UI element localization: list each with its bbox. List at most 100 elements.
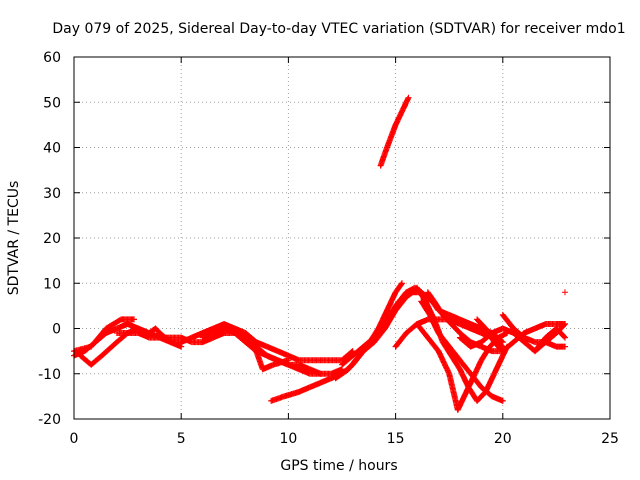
- y-tick-label: 50: [43, 95, 61, 111]
- x-axis: 0 5 10 15 20 25: [70, 57, 619, 447]
- data-point: [345, 353, 362, 373]
- data-point: [98, 340, 119, 359]
- data-point: [77, 352, 94, 367]
- data-point: [328, 366, 345, 377]
- data-point: [384, 290, 398, 314]
- y-tick-label: 0: [52, 322, 61, 338]
- data-point: [456, 357, 473, 376]
- y-axis: -20 -10 0 10 20 30 40 50 60: [38, 50, 610, 428]
- data-point: [561, 289, 568, 296]
- data-point: [152, 325, 162, 336]
- series-track-11: [377, 94, 412, 169]
- data-point: [339, 353, 355, 368]
- x-tick-label: 10: [279, 431, 297, 447]
- data-point: [471, 358, 484, 377]
- data-point: [553, 343, 568, 350]
- series-track-5: [146, 325, 185, 350]
- data-point: [349, 344, 366, 359]
- data-point: [499, 339, 516, 355]
- data-point: [392, 280, 405, 296]
- data-point: [414, 284, 428, 304]
- data-point: [489, 393, 506, 404]
- x-tick-label: 5: [177, 431, 186, 447]
- data-point: [399, 94, 412, 115]
- data-point: [392, 331, 409, 350]
- data-point: [242, 334, 259, 354]
- series-track-22: [561, 289, 568, 296]
- x-tick-label: 25: [601, 431, 619, 447]
- data-point: [482, 325, 497, 344]
- data-point: [424, 289, 437, 304]
- data-point: [448, 352, 463, 372]
- y-tick-label: 10: [43, 276, 61, 292]
- y-tick-label: 60: [43, 50, 61, 66]
- data-point: [392, 109, 405, 128]
- data-point: [253, 343, 269, 358]
- series-track-7: [199, 325, 292, 373]
- series-track-20: [521, 321, 568, 336]
- data-point: [392, 290, 409, 309]
- y-tick-label: 20: [43, 231, 61, 247]
- chart-title: Day 079 of 2025, Sidereal Day-to-day VTE…: [52, 21, 625, 37]
- data-point: [339, 348, 356, 364]
- data-point: [270, 357, 292, 368]
- data-point: [332, 367, 351, 382]
- data-point: [167, 339, 185, 350]
- series-track-21: [532, 325, 568, 355]
- grid-lines: [74, 57, 610, 419]
- data-point: [381, 304, 398, 327]
- data-point: [439, 311, 454, 326]
- y-tick-label: -10: [38, 367, 61, 383]
- data-point: [424, 334, 441, 354]
- x-tick-label: 0: [70, 431, 79, 447]
- data-point: [403, 290, 415, 300]
- plot-area: [71, 94, 568, 413]
- data-point: [448, 321, 462, 335]
- data-point: [553, 321, 568, 327]
- data-point: [499, 311, 516, 331]
- data-point: [371, 322, 388, 341]
- data-point: [478, 384, 495, 399]
- series-track-15: [418, 298, 506, 404]
- data-point: [435, 330, 452, 349]
- data-point: [553, 325, 568, 341]
- data-point: [231, 325, 248, 340]
- data-point: [467, 370, 484, 390]
- data-point: [414, 321, 430, 340]
- data-point: [268, 393, 286, 404]
- data-point: [118, 316, 137, 323]
- data-point: [242, 330, 259, 345]
- y-tick-label: 40: [43, 141, 61, 157]
- x-tick-label: 20: [494, 431, 512, 447]
- data-point: [474, 316, 488, 331]
- data-point: [384, 123, 399, 151]
- data-point: [431, 298, 446, 317]
- data-point: [88, 353, 104, 368]
- data-point: [281, 389, 301, 400]
- data-point: [156, 330, 173, 345]
- data-point: [103, 317, 123, 332]
- series-track-19: [499, 311, 568, 350]
- data-point: [456, 330, 473, 345]
- data-point: [371, 326, 388, 346]
- data-point: [446, 343, 463, 363]
- data-point: [377, 145, 390, 169]
- x-tick-label: 15: [387, 431, 405, 447]
- data-point: [510, 325, 527, 340]
- series-track-8: [268, 289, 431, 404]
- data-point: [491, 353, 506, 377]
- data-point: [360, 335, 377, 350]
- data-point: [435, 348, 452, 376]
- y-axis-title: SDTVAR / TECUs: [6, 181, 22, 296]
- data-point: [88, 326, 109, 350]
- data-point: [253, 348, 266, 371]
- data-point: [532, 335, 548, 355]
- data-point: [456, 334, 473, 349]
- data-point: [418, 298, 433, 317]
- data-point: [375, 308, 390, 332]
- y-tick-label: 30: [43, 186, 61, 202]
- x-axis-title: GPS time / hours: [280, 458, 397, 474]
- data-point: [454, 390, 469, 413]
- y-tick-label: -20: [38, 412, 61, 428]
